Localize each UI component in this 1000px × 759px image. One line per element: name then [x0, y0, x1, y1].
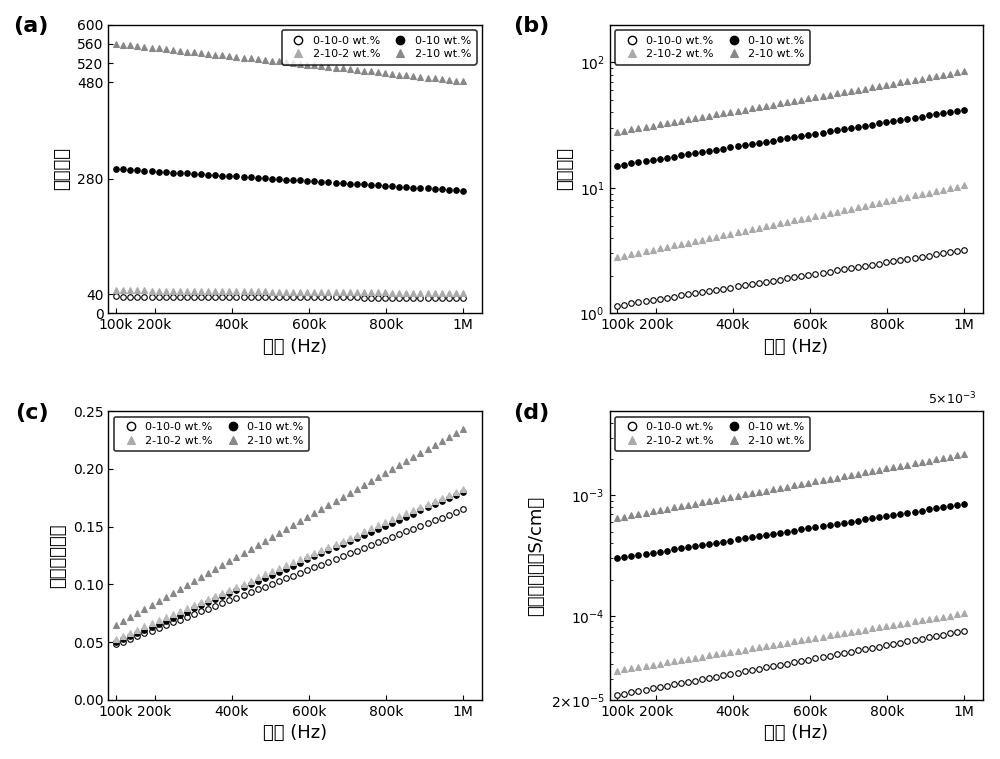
Text: (d): (d)	[513, 402, 550, 423]
Y-axis label: 损耗値正切角: 损耗値正切角	[49, 523, 67, 587]
Text: $5{\times}10^{-3}$: $5{\times}10^{-3}$	[928, 390, 976, 407]
X-axis label: 频率 (Hz): 频率 (Hz)	[764, 338, 828, 356]
Y-axis label: 介电实部: 介电实部	[54, 147, 72, 191]
X-axis label: 频率 (Hz): 频率 (Hz)	[263, 724, 327, 742]
Legend: 0-10-0 wt.%, 2-10-2 wt.%, 0-10 wt.%, 2-10 wt.%: 0-10-0 wt.%, 2-10-2 wt.%, 0-10 wt.%, 2-1…	[615, 417, 810, 452]
X-axis label: 频率 (Hz): 频率 (Hz)	[263, 338, 327, 356]
Y-axis label: 介电虚部: 介电虚部	[556, 147, 574, 191]
X-axis label: 频率 (Hz): 频率 (Hz)	[764, 724, 828, 742]
Legend: 0-10-0 wt.%, 2-10-2 wt.%, 0-10 wt.%, 2-10 wt.%: 0-10-0 wt.%, 2-10-2 wt.%, 0-10 wt.%, 2-1…	[615, 30, 810, 65]
Text: (b): (b)	[513, 16, 550, 36]
Legend: 0-10-0 wt.%, 2-10-2 wt.%, 0-10 wt.%, 2-10 wt.%: 0-10-0 wt.%, 2-10-2 wt.%, 0-10 wt.%, 2-1…	[114, 417, 309, 452]
Text: (a): (a)	[13, 16, 49, 36]
Text: (c): (c)	[15, 402, 49, 423]
Legend: 0-10-0 wt.%, 2-10-2 wt.%, 0-10 wt.%, 2-10 wt.%: 0-10-0 wt.%, 2-10-2 wt.%, 0-10 wt.%, 2-1…	[282, 30, 477, 65]
Y-axis label: 交流电导率（S/cm）: 交流电导率（S/cm）	[527, 496, 545, 616]
